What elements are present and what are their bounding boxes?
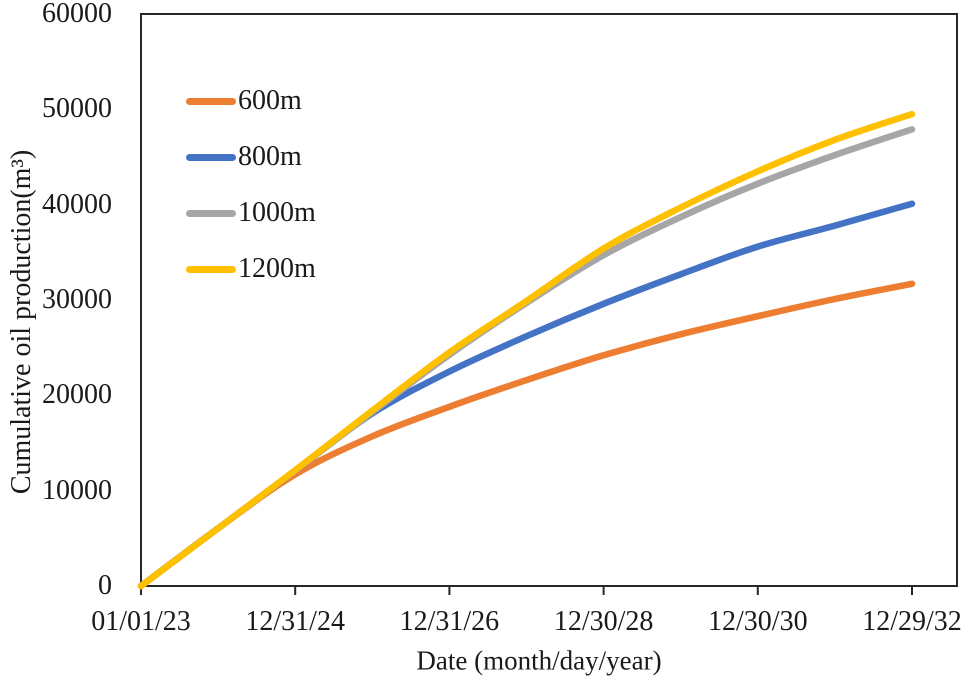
legend-item-1200m: 1200m [186, 253, 316, 285]
plot-border [140, 13, 958, 587]
legend-label-1200m: 1200m [238, 253, 316, 284]
x-tick-label-12/30/30: 12/30/30 [708, 606, 808, 637]
y-tick-label-20000: 20000 [42, 379, 112, 411]
x-axis-title: Date (month/day/year) [416, 645, 662, 676]
x-tick-label-12/31/24: 12/31/24 [245, 606, 345, 637]
x-tick-label-12/30/28: 12/30/28 [553, 606, 654, 637]
legend-label-800m: 800m [238, 141, 302, 172]
series-line-600m [137, 280, 916, 590]
y-tick-label-40000: 40000 [42, 188, 112, 220]
legend-item-1000m: 1000m [186, 197, 316, 229]
legend-line-swatch-800m [186, 153, 236, 161]
series-line-1200m [137, 110, 916, 590]
y-tick-label-10000: 10000 [42, 474, 112, 506]
y-tick-label-30000: 30000 [42, 284, 112, 315]
legend-line-swatch-1200m [186, 265, 236, 273]
y-tick-label-0: 0 [98, 570, 112, 601]
legend-item-600m: 600m [186, 85, 302, 117]
y-tick-label-50000: 50000 [42, 93, 112, 125]
legend-label-1000m: 1000m [238, 197, 316, 228]
legend-label-600m: 600m [238, 85, 302, 116]
legend-line-swatch-600m [186, 97, 236, 105]
y-tick-label-60000: 60000 [42, 0, 112, 29]
x-tick-label-12/31/26: 12/31/26 [399, 606, 500, 637]
x-tick-label-12/29/32: 12/29/32 [862, 606, 962, 637]
legend-item-800m: 800m [186, 141, 302, 173]
legend-line-swatch-1000m [186, 209, 236, 217]
x-tick-label-01/01/23: 01/01/23 [91, 606, 191, 637]
